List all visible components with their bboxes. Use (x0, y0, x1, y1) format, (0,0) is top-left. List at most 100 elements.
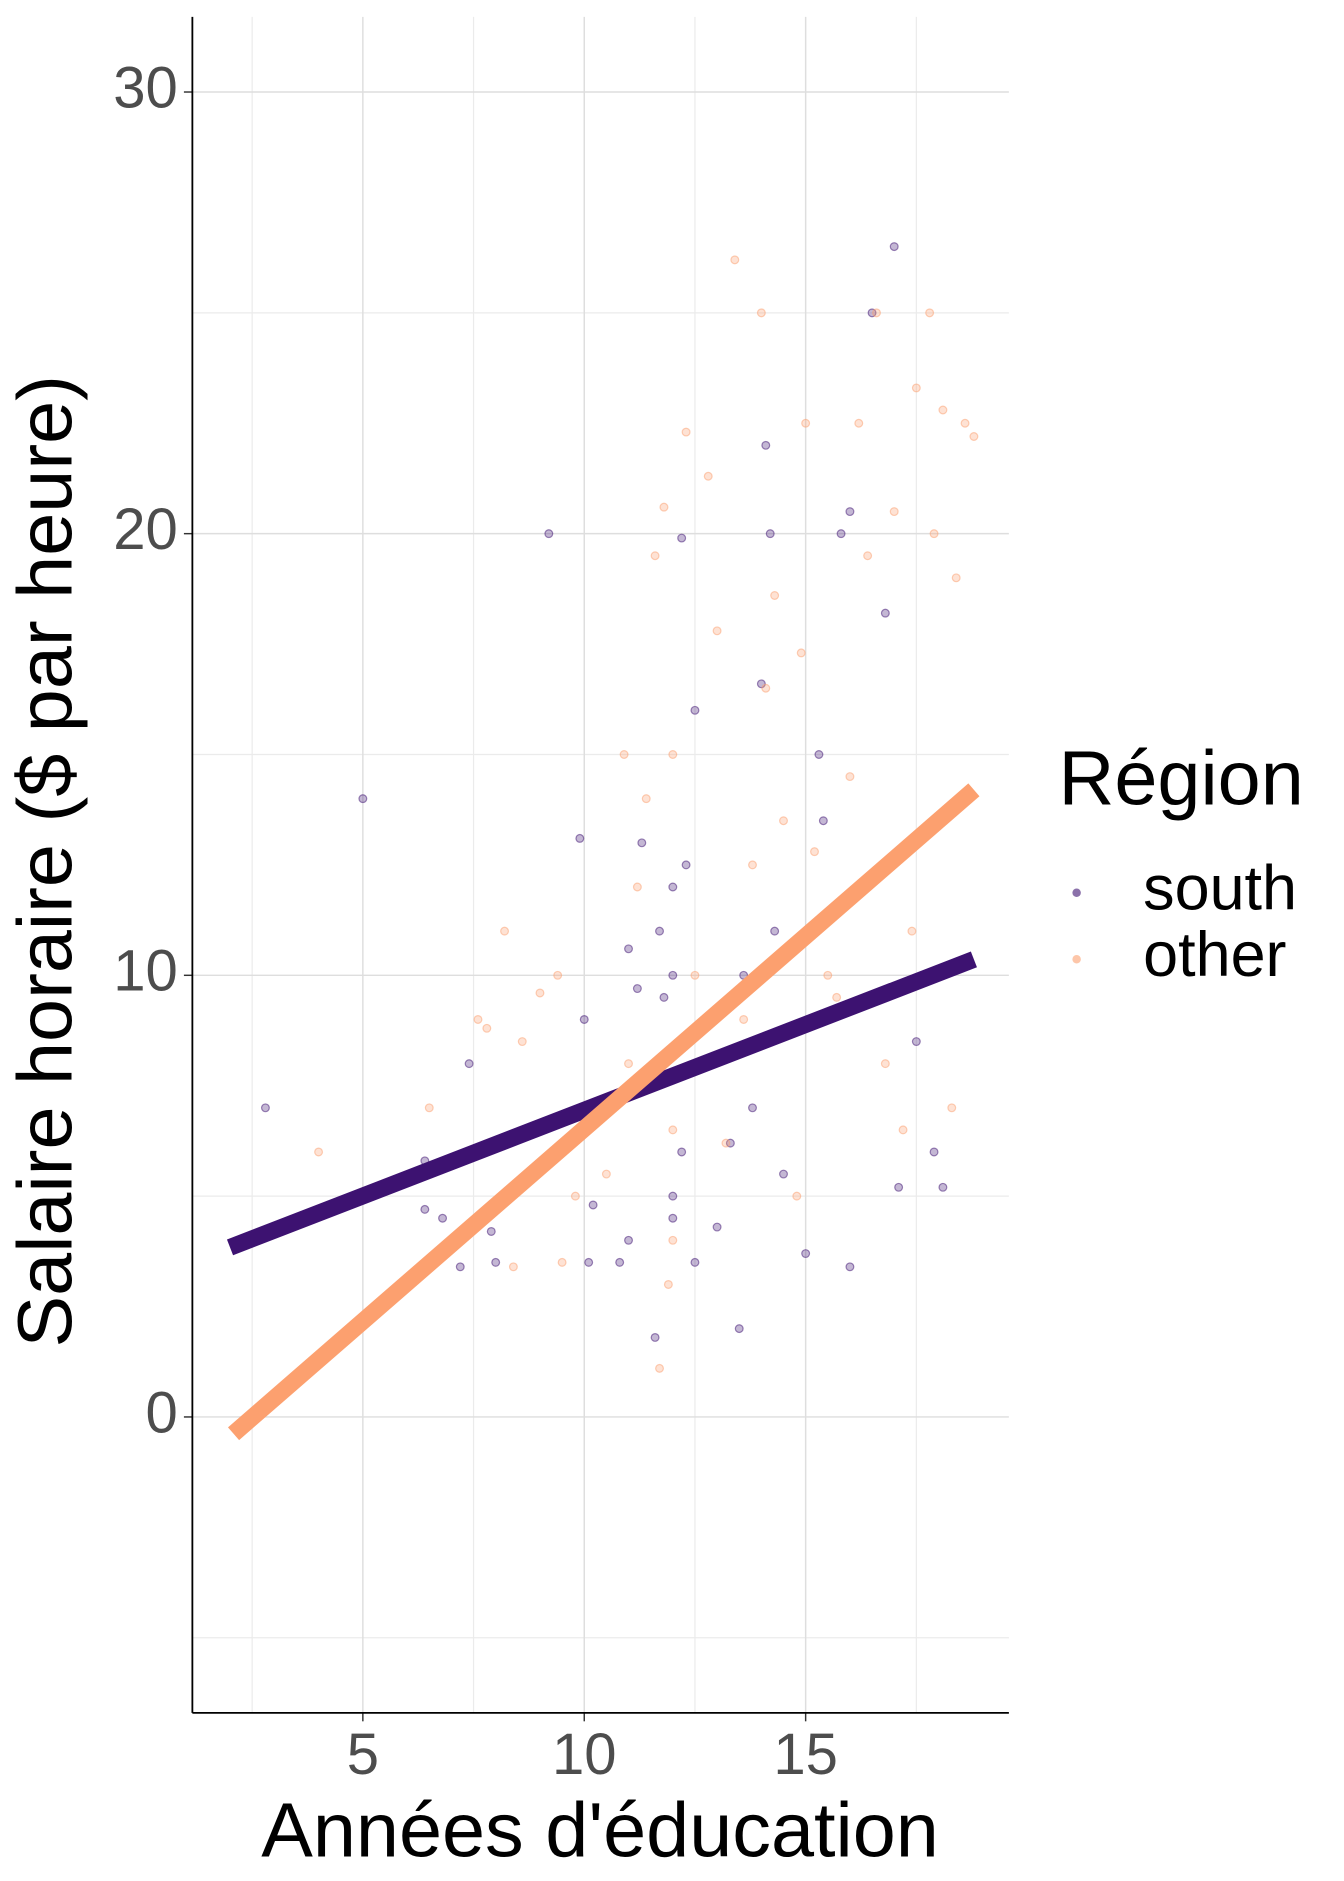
point (659, 992, 669, 1002)
point (677, 533, 687, 543)
point (690, 970, 700, 980)
point (823, 970, 833, 980)
point (535, 988, 545, 998)
point (637, 838, 647, 848)
point (690, 705, 700, 715)
point (575, 833, 585, 843)
point (681, 860, 691, 870)
point (464, 1059, 474, 1069)
point (779, 1169, 788, 1179)
point (650, 1332, 660, 1342)
point (947, 1103, 957, 1113)
point (624, 944, 634, 954)
y-axis-title: Salaire horaire ($ par heure) (2, 375, 88, 1347)
point (951, 573, 961, 583)
x-tick-label: 10 (552, 1722, 617, 1787)
point (938, 405, 948, 415)
point (721, 1138, 731, 1148)
point (801, 1249, 811, 1259)
point (845, 772, 855, 782)
point (880, 1059, 890, 1069)
point (455, 1262, 465, 1272)
point (615, 1257, 625, 1267)
point (668, 750, 678, 759)
point (659, 502, 669, 512)
point (508, 1262, 518, 1272)
point (854, 418, 864, 428)
point (889, 507, 899, 517)
point (761, 683, 771, 693)
point (677, 1147, 687, 1157)
point (655, 926, 664, 936)
point (814, 750, 824, 759)
point (889, 242, 899, 252)
point (845, 1262, 855, 1272)
point (712, 1222, 722, 1232)
legend-label: south (1143, 853, 1297, 923)
point (734, 1324, 744, 1334)
point (730, 255, 740, 265)
point (641, 794, 651, 804)
point (358, 794, 368, 804)
y-tick-label: 30 (113, 55, 178, 120)
point (486, 1226, 496, 1236)
point (668, 1125, 678, 1135)
point (668, 882, 678, 892)
point (681, 427, 691, 437)
legend-label: other (1143, 920, 1286, 990)
point (925, 308, 935, 318)
point (836, 529, 846, 539)
point (663, 1279, 673, 1289)
point (832, 992, 842, 1002)
point (632, 882, 642, 892)
point (969, 432, 979, 441)
point (872, 308, 881, 318)
point (818, 816, 828, 826)
point (668, 970, 678, 980)
point (801, 418, 811, 428)
point (601, 1169, 611, 1179)
point (570, 1191, 580, 1201)
point (553, 970, 563, 980)
point (438, 1213, 448, 1223)
point (632, 984, 642, 994)
point (260, 1103, 270, 1113)
point (650, 551, 660, 561)
y-tick-label: 10 (113, 939, 178, 1004)
point (517, 1037, 527, 1047)
legend-title: Région (1058, 735, 1303, 821)
point (898, 1125, 908, 1135)
point (500, 926, 510, 936)
point (929, 529, 939, 539)
point (557, 1257, 567, 1267)
point (845, 507, 855, 517)
point (911, 383, 921, 393)
point (929, 1147, 939, 1157)
point (420, 1204, 430, 1214)
x-axis-title: Années d'éducation (261, 1788, 939, 1874)
point (473, 1014, 483, 1024)
point (482, 1023, 492, 1033)
point (690, 1257, 700, 1267)
point (739, 1014, 749, 1024)
point (424, 1103, 434, 1113)
x-tick-label: 15 (773, 1722, 838, 1787)
point (579, 1014, 589, 1024)
point (894, 1182, 904, 1192)
y-tick-label: 0 (146, 1380, 178, 1445)
point (624, 1059, 634, 1069)
point (792, 1191, 802, 1201)
y-tick-label: 20 (113, 497, 178, 562)
point (907, 926, 917, 936)
point (770, 926, 780, 936)
point (748, 860, 757, 870)
point (544, 529, 554, 539)
point (960, 418, 970, 428)
point (712, 626, 722, 636)
point (668, 1235, 678, 1245)
legend-key (1072, 955, 1081, 964)
point (588, 1200, 598, 1210)
point (796, 648, 806, 658)
